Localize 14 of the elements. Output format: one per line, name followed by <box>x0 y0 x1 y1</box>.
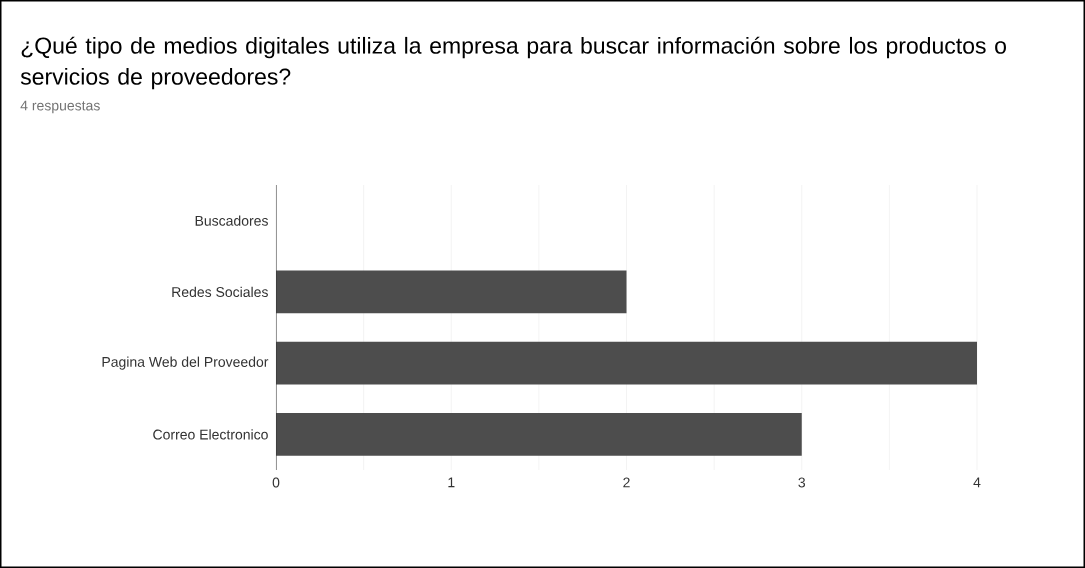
bar <box>276 270 627 314</box>
y-tick-label: Pagina Web del Proveedor <box>102 356 269 370</box>
chart-title: ¿Qué tipo de medios digitales utiliza la empresa para buscar información sobre los productos o servicios de proveedores? <box>20 36 1006 90</box>
x-tick-label: 0 <box>272 477 280 488</box>
y-tick-label: Buscadores <box>195 215 268 226</box>
x-tick-label: 2 <box>623 477 630 488</box>
y-tick-label: Redes Sociales <box>172 286 268 298</box>
bar <box>276 341 977 385</box>
y-tick-label: Correo Electronico <box>153 429 268 440</box>
bar <box>276 413 802 456</box>
x-tick-label: 4 <box>973 477 981 488</box>
x-tick-label: 3 <box>798 477 806 488</box>
x-tick-label: 1 <box>448 477 455 488</box>
text: 4 respuestas <box>20 100 100 114</box>
